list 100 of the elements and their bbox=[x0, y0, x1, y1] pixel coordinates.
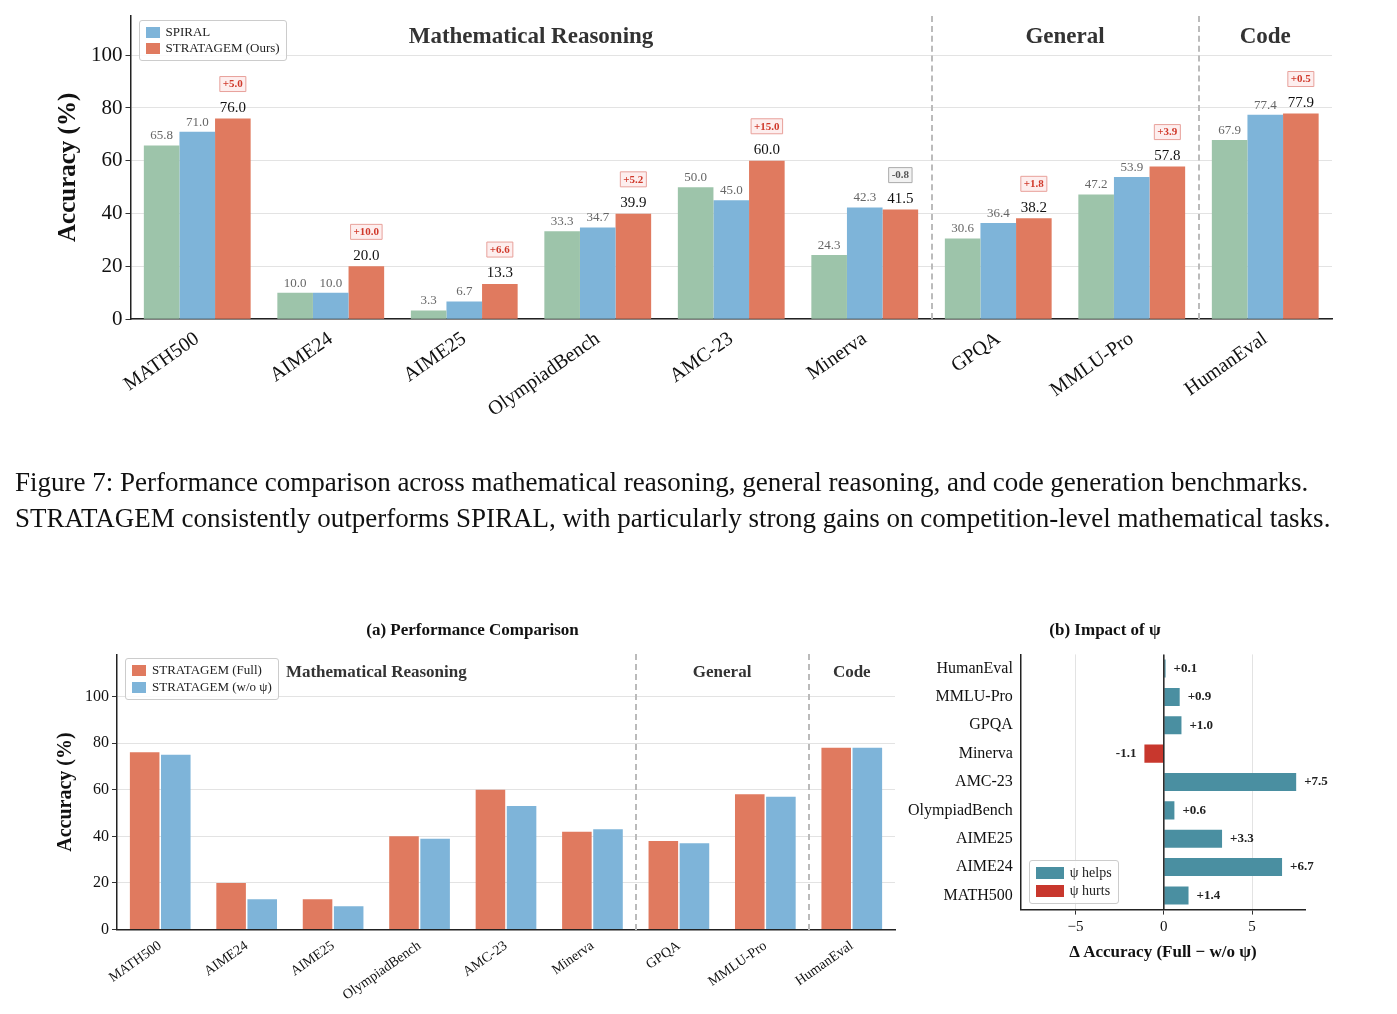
bar bbox=[215, 118, 251, 319]
bar bbox=[216, 882, 246, 930]
annotation: General bbox=[692, 662, 752, 682]
bar bbox=[882, 209, 919, 319]
y-tick-label: GPQA bbox=[969, 715, 1014, 733]
bar bbox=[713, 200, 750, 319]
legend-label: STRATAGEM (w/o ψ) bbox=[152, 679, 272, 697]
annotation: Code bbox=[832, 662, 872, 682]
data-label: +0.9 bbox=[1187, 688, 1212, 704]
data-label: 71.0 bbox=[185, 113, 209, 129]
bar bbox=[1247, 114, 1284, 319]
data-label: 45.0 bbox=[719, 182, 743, 198]
data-label: 33.3 bbox=[550, 213, 574, 229]
bar bbox=[482, 284, 518, 319]
data-label: +1.4 bbox=[1196, 886, 1221, 902]
legend-label: SPIRAL bbox=[165, 23, 211, 41]
bar bbox=[1149, 166, 1186, 319]
y-tick-label: 100 bbox=[85, 686, 109, 704]
y-axis-title: Accuracy (%) bbox=[53, 92, 82, 242]
bar bbox=[615, 213, 652, 319]
annotation: -0.8 bbox=[891, 168, 910, 181]
y-tick-label: 80 bbox=[93, 733, 109, 751]
annotation: +15.0 bbox=[754, 119, 781, 132]
bar bbox=[348, 266, 385, 319]
y-tick-label: 100 bbox=[91, 41, 123, 66]
y-tick-label: AIME24 bbox=[955, 857, 1013, 875]
bar bbox=[811, 255, 847, 319]
bar bbox=[506, 806, 537, 930]
legend-label: STRATAGEM (Ours) bbox=[165, 40, 280, 58]
y-axis-title: Accuracy (%) bbox=[53, 732, 77, 852]
legend-label: STRATAGEM (Full) bbox=[152, 662, 262, 680]
x-tick-label: 5 bbox=[1248, 917, 1256, 934]
bar bbox=[302, 899, 333, 930]
legend-label: ψ hurts bbox=[1069, 881, 1111, 900]
data-label: 13.3 bbox=[486, 264, 513, 281]
data-label: +6.7 bbox=[1290, 858, 1315, 874]
bar bbox=[944, 238, 981, 319]
bar bbox=[1016, 218, 1052, 319]
bar bbox=[475, 789, 506, 930]
data-label: 10.0 bbox=[283, 274, 307, 290]
bar bbox=[852, 747, 883, 930]
annotation: Mathematical Reasoning bbox=[408, 23, 654, 49]
bar bbox=[766, 796, 796, 930]
bar bbox=[333, 906, 364, 930]
bar bbox=[446, 301, 483, 319]
chart-title: (a) Performance Comparison bbox=[366, 619, 580, 639]
data-label: 50.0 bbox=[684, 169, 708, 185]
data-label: 60.0 bbox=[753, 141, 780, 158]
legend-label: ψ helps bbox=[1069, 863, 1112, 882]
data-label: 36.4 bbox=[986, 204, 1011, 220]
data-label: 10.0 bbox=[319, 274, 343, 290]
bar bbox=[1144, 744, 1164, 763]
data-label: 6.7 bbox=[456, 283, 473, 299]
bar bbox=[1164, 716, 1182, 735]
y-tick-label: AMC-23 bbox=[955, 772, 1013, 790]
annotation: +5.0 bbox=[222, 77, 244, 90]
y-tick-label: 40 bbox=[101, 200, 123, 225]
y-tick-label: Minerva bbox=[958, 743, 1013, 761]
y-tick-label: 80 bbox=[101, 94, 123, 119]
data-label: 42.3 bbox=[853, 189, 877, 205]
bar bbox=[247, 899, 278, 930]
data-label: 76.0 bbox=[219, 98, 246, 115]
data-label: 53.9 bbox=[1120, 158, 1144, 174]
annotation: Code bbox=[1239, 23, 1291, 49]
bar bbox=[980, 223, 1017, 319]
bar bbox=[679, 843, 710, 930]
bar bbox=[1113, 176, 1150, 319]
y-tick-label: 60 bbox=[101, 147, 123, 172]
x-tick-label: −5 bbox=[1067, 917, 1084, 934]
data-label: 20.0 bbox=[353, 246, 380, 263]
bar bbox=[179, 131, 216, 319]
data-label: +7.5 bbox=[1304, 773, 1329, 789]
data-label: 30.6 bbox=[951, 220, 975, 236]
bar bbox=[821, 747, 851, 930]
data-label: 65.8 bbox=[150, 127, 174, 143]
y-tick-label: AIME25 bbox=[955, 828, 1013, 846]
annotation: +3.9 bbox=[1157, 125, 1178, 138]
data-label: +1.0 bbox=[1189, 716, 1214, 732]
bar bbox=[1164, 772, 1297, 792]
data-label: 34.7 bbox=[586, 209, 610, 225]
y-tick-label: 0 bbox=[112, 305, 123, 330]
bar bbox=[161, 754, 191, 930]
y-tick-label: 40 bbox=[93, 826, 109, 844]
data-label: 24.3 bbox=[817, 236, 841, 252]
y-tick-label: 60 bbox=[93, 779, 109, 797]
y-tick-label: MMLU-Pro bbox=[935, 687, 1013, 705]
bar bbox=[129, 752, 160, 930]
annotation: +1.8 bbox=[1023, 177, 1045, 190]
bar bbox=[846, 207, 883, 319]
y-tick-label: 20 bbox=[93, 873, 109, 891]
bar bbox=[1164, 687, 1180, 706]
data-label: 67.9 bbox=[1218, 121, 1242, 137]
bar bbox=[579, 227, 616, 319]
bar bbox=[389, 836, 419, 930]
data-label: 3.3 bbox=[420, 292, 437, 308]
bar bbox=[1211, 139, 1248, 319]
y-tick-label: HumanEval bbox=[936, 658, 1014, 676]
bar bbox=[593, 829, 623, 930]
bar bbox=[749, 160, 785, 319]
annotation: +0.5 bbox=[1290, 72, 1312, 85]
